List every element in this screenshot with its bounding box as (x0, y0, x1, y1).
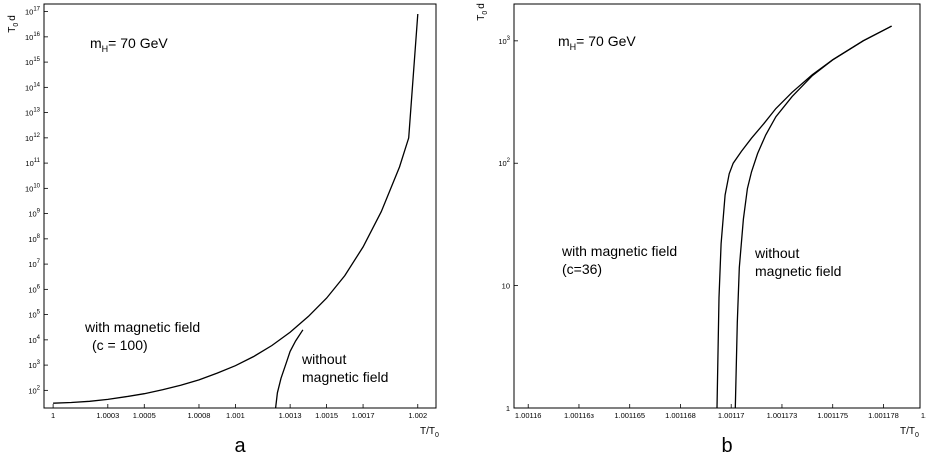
plot-b-x-tick-label: 1.001165 (614, 411, 645, 420)
plot-a-y-tick-label: 102 (28, 385, 40, 395)
plot-b-series-without-field (734, 25, 892, 409)
plot-a-x-tick-label: 1.0005 (133, 411, 156, 420)
plot-a-y-tick-label: 105 (28, 310, 40, 320)
plot-b-x-tick-label: 1.00116з (564, 411, 595, 420)
plot-a-series-with-field (53, 13, 419, 404)
plot-a-y-tick-label: 107 (28, 259, 40, 269)
panel-label-b: b (721, 435, 732, 457)
plot-a-x-ticks: 1 1.0003 1.0005 1.0008 1.001 1.0013 1.0015 1.00… (51, 404, 427, 420)
plot-a-x-tick-label: 1.0013 (279, 411, 302, 420)
plot-b-y-tick-label: 10 (502, 282, 510, 291)
plot-b-x-tick-label: 1.00118 (921, 411, 926, 420)
plot-a-x-tick-label: 1.0015 (315, 411, 338, 420)
plot-a-without-label-line1: without (301, 351, 346, 367)
plot-b-y-tick-label: 1 (506, 404, 510, 413)
plot-a-x-tick-label: 1 (51, 411, 55, 420)
plot-b-mass-label: mH= 70 GeV (558, 33, 636, 52)
plot-a-y-tick-label: 1017 (25, 7, 41, 17)
plot-b-frame (513, 3, 921, 409)
plot-a-y-tick-label: 1013 (25, 108, 41, 118)
plot-a-y-tick-label: 109 (28, 209, 40, 219)
plot-a-x-tick-label: 1.0017 (352, 411, 375, 420)
plot-a-with-label-line2: (c = 100) (92, 337, 148, 353)
plot-a-x-tick-label: 1.001 (226, 411, 245, 420)
plot-a-y-tick-label: 1014 (25, 82, 41, 92)
plot-b-x-tick-label: 1.00117 (718, 411, 745, 420)
plot-b-with-label-line1: with magnetic field (561, 243, 677, 259)
plot-b-x-tick-label: 1.00116 (515, 411, 542, 420)
plot-b-x-axis-title: T/T0 (900, 426, 919, 439)
plot-a-y-tick-label: 1016 (25, 32, 41, 42)
plot-a-y-tick-label: 1011 (25, 158, 40, 168)
plot-b-x-tick-label: 1.001173 (767, 411, 798, 420)
plot-b-y-axis-title: T0d (476, 3, 489, 21)
plot-a-x-axis-title: T/T0 (420, 426, 439, 439)
plot-a-y-axis-title: T0 d (7, 15, 20, 33)
plot-b-without-label-line2: magnetic field (755, 263, 841, 279)
plot-a-y-tick-label: 104 (28, 335, 40, 345)
plot-a-x-tick-label: 1.0008 (188, 411, 211, 420)
plot-b-y-tick-label: 103 (498, 36, 510, 46)
plot-a-y-tick-label: 1015 (25, 57, 41, 67)
plot-a-ylabel-sub: 0 (13, 23, 20, 27)
plot-a-without-label-line2: magnetic field (302, 369, 388, 385)
plot-b-x-tick-label: 1.001168 (665, 411, 696, 420)
svg-text:T0d: T0 d (7, 15, 20, 33)
plot-a-y-tick-label: 106 (28, 284, 40, 294)
plot-b-y-ticks: 1 10 102 103 (498, 36, 518, 413)
plot-a-y-ticks: 102 103 104 105 106 107 108 109 1010 1011 1012 1013… (25, 7, 48, 395)
plot-b-x-tick-label: 1.001175 (817, 411, 848, 420)
plot-b-without-label-line1: without (754, 245, 799, 261)
plot-a-mass-label: mH= 70 GeV (90, 35, 168, 54)
plot-a-ylabel-main: T (7, 27, 18, 33)
plot-a-x-tick-label: 1.002 (408, 411, 427, 420)
plot-a-series (53, 13, 419, 409)
plot-a-y-tick-label: 1012 (25, 133, 41, 143)
svg-text:T/T0: T/T0 (900, 426, 919, 439)
plot-b-x-tick-label: 1.001178 (868, 411, 899, 420)
plot-a-y-tick-label: 1010 (25, 183, 41, 193)
panel-label-a: a (234, 435, 246, 457)
plot-b-with-label-line2: (c=36) (562, 261, 602, 277)
plot-b-y-tick-label: 102 (498, 158, 510, 168)
plot-a-series-without-field (274, 329, 304, 409)
plot-b-x-ticks: 1.00116 1.00116з 1.001165 1.001168 1.00117 1.… (515, 404, 926, 420)
plot-a-frame (43, 3, 437, 409)
plot-b-series (716, 25, 892, 409)
svg-text:T/T0: T/T0 (420, 426, 439, 439)
plot-a-y-tick-label: 108 (28, 234, 40, 244)
plot-a-ylabel-var: d (7, 15, 18, 21)
plot-a-x-tick-label: 1.0003 (96, 411, 119, 420)
plot-a-with-label-line1: with magnetic field (84, 319, 200, 335)
svg-text:T0d: T0d (476, 3, 489, 21)
plot-a-y-tick-label: 103 (28, 360, 40, 370)
